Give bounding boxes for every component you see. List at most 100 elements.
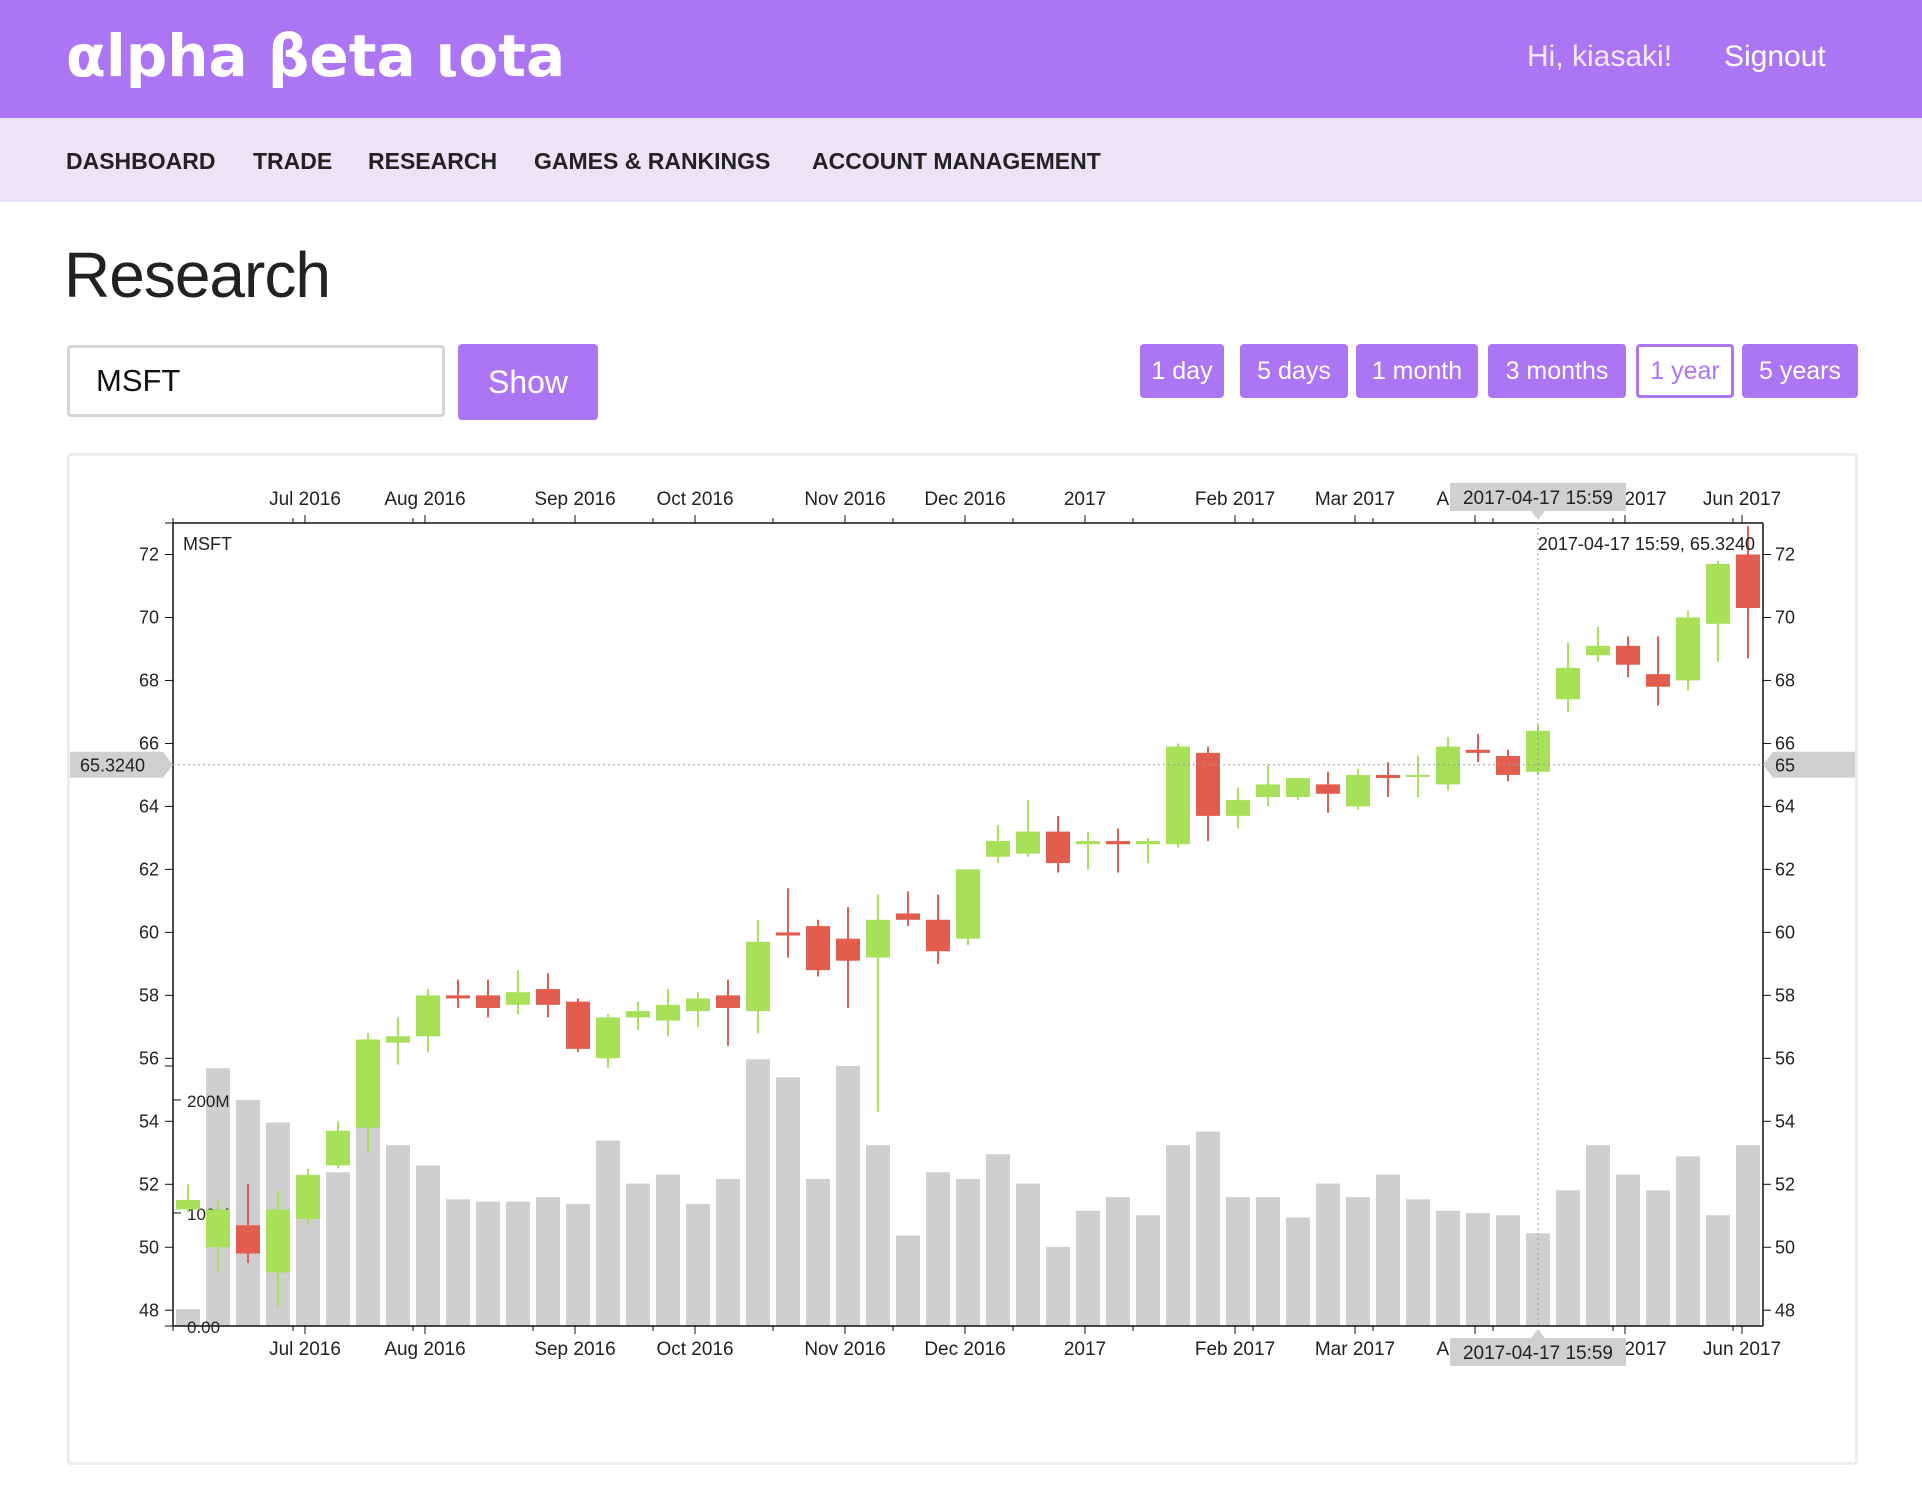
- candle-up: [1166, 746, 1190, 845]
- candle-down: [1046, 831, 1070, 864]
- candle-up: [1526, 730, 1550, 772]
- y-tick-label-left: 72: [139, 544, 159, 564]
- crosshair-date-label-top: 2017-04-17 15:59: [1463, 488, 1613, 509]
- volume-bar: [1016, 1183, 1040, 1326]
- volume-bar: [1196, 1131, 1220, 1326]
- y-tick-label-right: 58: [1775, 985, 1795, 1005]
- x-tick-label-bottom: Oct 2016: [656, 1339, 733, 1360]
- volume-bar: [746, 1059, 770, 1326]
- candle-up: [596, 1017, 620, 1059]
- volume-bar: [386, 1145, 410, 1326]
- volume-bar: [716, 1179, 740, 1326]
- x-tick-label-top: Nov 2016: [804, 489, 885, 510]
- y-tick-label-left: 64: [139, 796, 159, 816]
- x-tick-label-top: Feb 2017: [1195, 489, 1275, 510]
- candle-up: [1706, 563, 1730, 624]
- y-tick-label-left: 60: [139, 922, 159, 942]
- candle-up: [206, 1209, 230, 1248]
- range-5-days-button[interactable]: 5 days: [1240, 344, 1348, 398]
- volume-bar: [626, 1183, 650, 1326]
- candle-up: [1436, 746, 1460, 785]
- crosshair-date-pointer-top: [1531, 511, 1545, 520]
- range-1-month-button[interactable]: 1 month: [1356, 344, 1478, 398]
- y-tick-label-right: 54: [1775, 1111, 1795, 1131]
- volume-bar: [1586, 1145, 1610, 1326]
- candle-down: [566, 1001, 590, 1049]
- candle-up: [1226, 800, 1250, 816]
- volume-bar: [1046, 1246, 1070, 1326]
- crosshair-price-box-right: [1763, 751, 1855, 778]
- candle-up: [296, 1174, 320, 1219]
- x-tick-label-top: 2017: [1064, 489, 1106, 510]
- candle-up: [956, 869, 980, 939]
- nav-item-research[interactable]: RESEARCH: [368, 148, 498, 174]
- volume-bar: [1256, 1197, 1280, 1326]
- volume-bar: [1616, 1174, 1640, 1326]
- nav-item-account-management[interactable]: ACCOUNT MANAGEMENT: [812, 148, 1101, 174]
- crosshair-date-label-bottom: 2017-04-17 15:59: [1463, 1343, 1613, 1364]
- volume-bar: [416, 1165, 440, 1326]
- candle-up: [356, 1039, 380, 1128]
- volume-bar: [1646, 1190, 1670, 1326]
- volume-bar: [1106, 1197, 1130, 1326]
- volume-tick-label: 0.00: [187, 1318, 220, 1337]
- y-tick-label-left: 66: [139, 733, 159, 753]
- volume-bar: [926, 1172, 950, 1326]
- x-tick-label-bottom: Nov 2016: [804, 1339, 885, 1360]
- volume-bar: [866, 1145, 890, 1326]
- y-tick-label-right: 56: [1775, 1048, 1795, 1068]
- nav-item-trade[interactable]: TRADE: [253, 148, 333, 174]
- volume-bar: [1676, 1156, 1700, 1326]
- volume-bar: [476, 1201, 500, 1326]
- candlestick-chart[interactable]: 48 48 50 50 52 52 54 54 56 56 58 58 60 60 62 62 64 64 66 66…: [70, 456, 1855, 1462]
- volume-bar: [986, 1154, 1010, 1326]
- candle-up: [626, 1011, 650, 1018]
- signout-link[interactable]: Signout: [1724, 40, 1826, 73]
- x-tick-label-bottom: Sep 2016: [534, 1339, 615, 1360]
- volume-bar: [806, 1179, 830, 1326]
- candle-down: [1466, 749, 1490, 753]
- candle-down: [1616, 645, 1640, 665]
- candle-down: [806, 926, 830, 971]
- volume-bar: [1436, 1210, 1460, 1326]
- candle-up: [1256, 784, 1280, 797]
- candle-up: [1286, 778, 1310, 797]
- candle-down: [446, 995, 470, 999]
- volume-bar: [1376, 1174, 1400, 1326]
- crosshair-readout: 2017-04-17 15:59, 65.3240: [1538, 534, 1755, 554]
- candle-up: [386, 1036, 410, 1043]
- range-1-year-button[interactable]: 1 year: [1636, 344, 1734, 398]
- nav-item-dashboard[interactable]: DASHBOARD: [66, 148, 216, 174]
- y-tick-label-right: 60: [1775, 922, 1795, 942]
- volume-bar: [506, 1201, 530, 1326]
- range-5-years-button[interactable]: 5 years: [1742, 344, 1858, 398]
- volume-bar: [566, 1203, 590, 1326]
- x-tick-label-top: Jul 2016: [269, 489, 341, 510]
- candle-down: [1376, 774, 1400, 779]
- y-tick-label-left: 52: [139, 1174, 159, 1194]
- volume-bar: [686, 1203, 710, 1326]
- y-tick-label-right: 62: [1775, 859, 1795, 879]
- candle-down: [1736, 554, 1760, 609]
- volume-bar: [326, 1172, 350, 1326]
- x-tick-label-top: Jun 2017: [1703, 489, 1781, 510]
- volume-bar: [1496, 1215, 1520, 1326]
- candle-down: [236, 1225, 260, 1254]
- y-tick-label-right: 66: [1775, 733, 1795, 753]
- volume-bar: [1706, 1215, 1730, 1326]
- candle-up: [1406, 774, 1430, 777]
- crosshair-price-box-left: [70, 751, 173, 778]
- y-tick-label-left: 58: [139, 985, 159, 1005]
- volume-bar: [1466, 1212, 1490, 1326]
- y-tick-label-right: 68: [1775, 670, 1795, 690]
- volume-bar: [596, 1140, 620, 1326]
- range-3-months-button[interactable]: 3 months: [1488, 344, 1626, 398]
- range-1-day-button[interactable]: 1 day: [1140, 344, 1224, 398]
- x-tick-label-top: Oct 2016: [656, 489, 733, 510]
- symbol-input[interactable]: [67, 345, 445, 417]
- brand-logo[interactable]: αlpha βeta ιota: [66, 22, 566, 90]
- show-button[interactable]: Show: [458, 344, 598, 420]
- nav-item-games-rankings[interactable]: GAMES & RANKINGS: [534, 148, 771, 174]
- x-tick-label-bottom: Aug 2016: [384, 1339, 465, 1360]
- x-tick-label-bottom: Feb 2017: [1195, 1339, 1275, 1360]
